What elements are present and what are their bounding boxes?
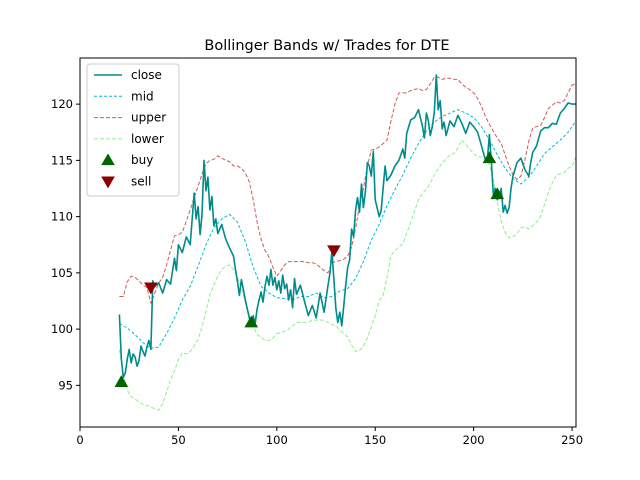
buy-marker: [244, 315, 259, 328]
sell-marker: [327, 245, 341, 258]
y-tick-label: 115: [51, 153, 73, 167]
buy-marker: [490, 187, 505, 200]
series-lower-line: [118, 139, 577, 411]
sell-marker: [144, 282, 158, 295]
x-tick-label: 200: [463, 433, 485, 447]
x-tick-label: 0: [76, 433, 83, 447]
legend-label-buy: buy: [131, 153, 153, 167]
y-axis: 95 100 105 110 115 120: [51, 97, 80, 392]
y-tick-label: 105: [51, 266, 73, 280]
y-tick-label: 120: [51, 97, 73, 111]
plot-frame: [79, 57, 577, 428]
buy-marker: [114, 375, 129, 387]
trade-markers: [114, 151, 505, 387]
legend-label-mid: mid: [131, 89, 154, 103]
x-axis: 0 50 100 150 200 250: [76, 427, 583, 447]
legend-swatch-buy: [101, 153, 115, 166]
y-tick-label: 100: [51, 322, 73, 336]
chart-title: Bollinger Bands w/ Trades for DTE: [204, 38, 449, 54]
legend-label-lower: lower: [131, 132, 164, 146]
x-tick-label: 150: [364, 433, 386, 447]
x-tick-label: 100: [266, 433, 288, 447]
legend-swatch-sell: [101, 176, 115, 189]
series-mid-line: [119, 109, 577, 349]
x-tick-label: 250: [561, 433, 583, 447]
legend-label-close: close: [131, 68, 162, 82]
plot-lines: [118, 74, 577, 411]
x-tick-label: 50: [171, 433, 186, 447]
series-upper-line: [119, 76, 577, 304]
buy-marker: [482, 151, 497, 164]
series-close-line: [118, 74, 576, 379]
legend-label-sell: sell: [131, 175, 151, 189]
y-tick-label: 95: [58, 378, 73, 392]
y-tick-label: 110: [51, 210, 73, 224]
legend-label-upper: upper: [131, 111, 166, 125]
legend: close mid upper lower buy sell: [86, 63, 180, 197]
